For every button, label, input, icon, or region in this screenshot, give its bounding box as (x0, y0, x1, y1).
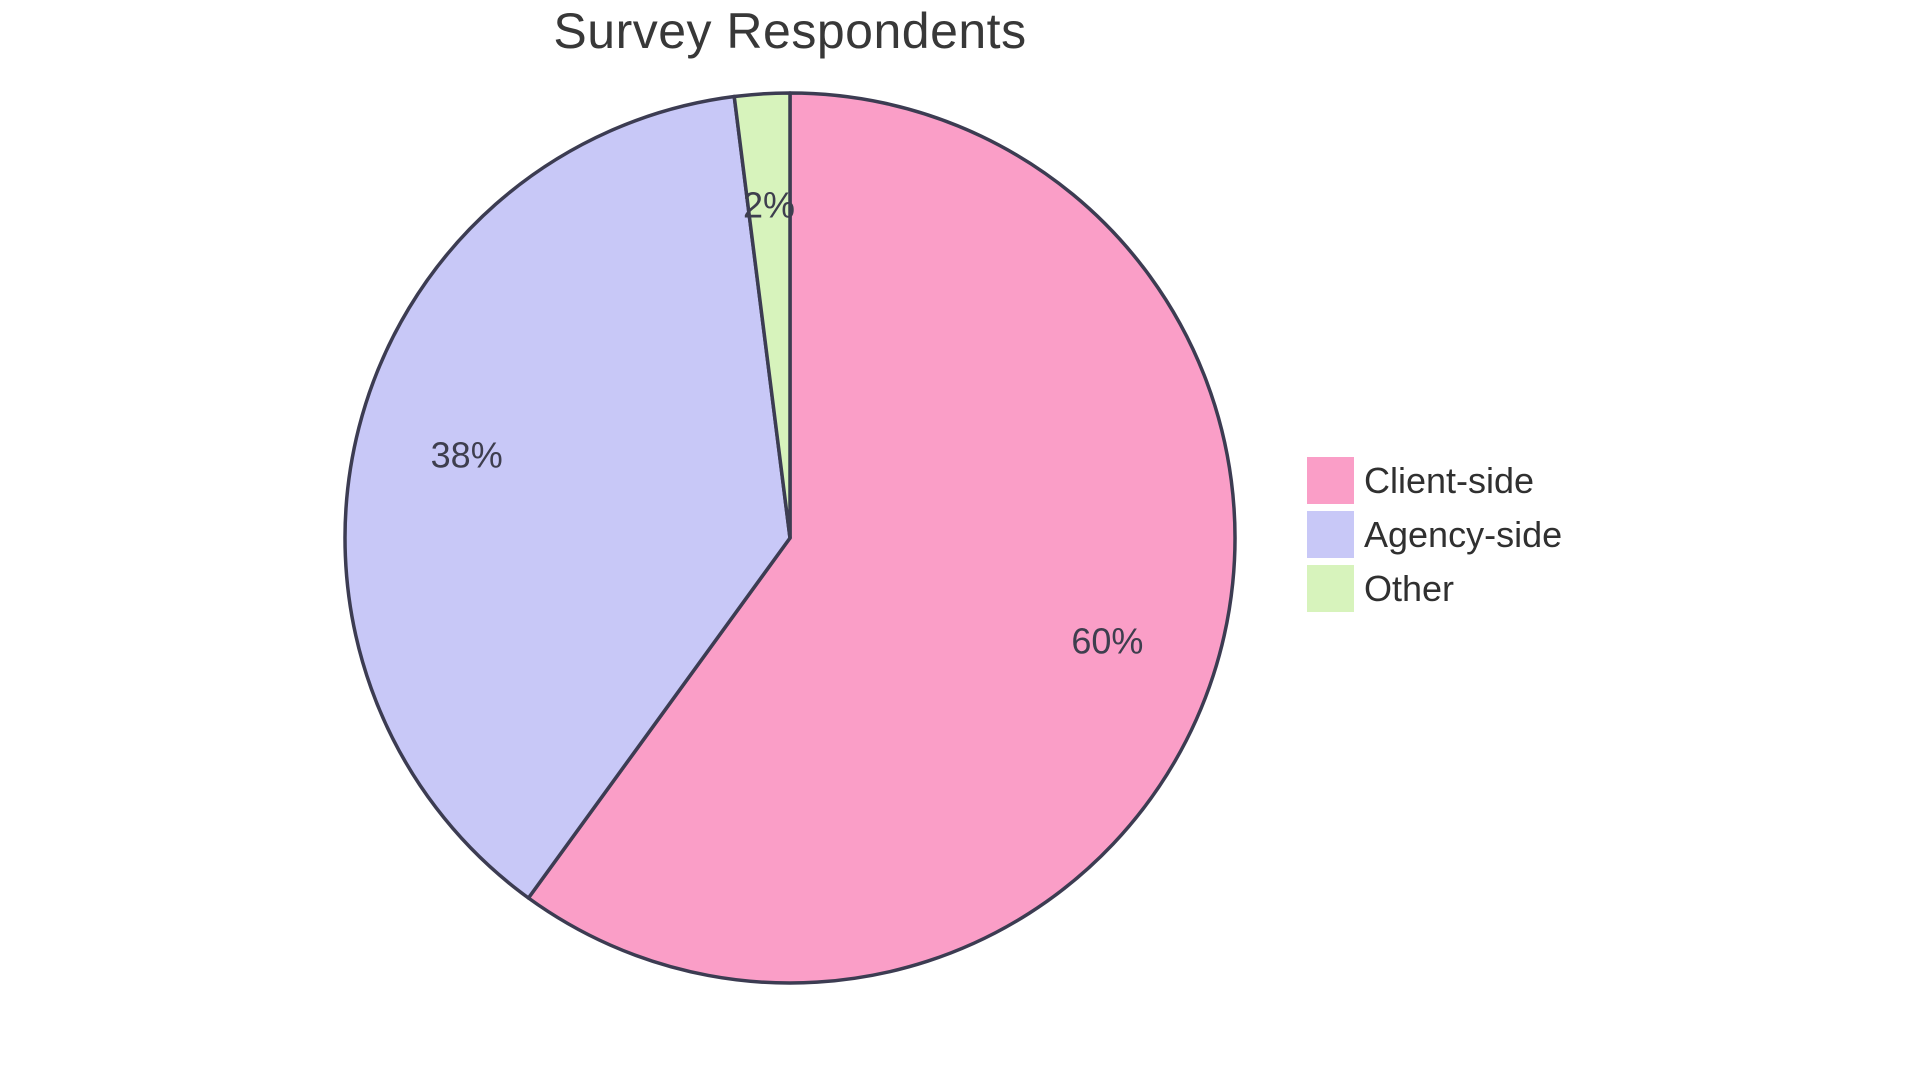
legend-label-other: Other (1364, 567, 1455, 609)
pie-slice-client-side[interactable] (526, 91, 1237, 985)
chart-legend: Client-side Agency-side Other (1307, 457, 1562, 619)
legend-swatch-other (1307, 565, 1354, 612)
legend-label-client-side: Client-side (1364, 459, 1535, 501)
chart-title: Survey Respondents (553, 3, 1027, 59)
slice-label-other: 2% (743, 184, 795, 225)
legend-item-agency-side[interactable]: Agency-side (1307, 511, 1562, 558)
legend-swatch-client-side (1307, 457, 1354, 504)
pie-slice-other[interactable] (732, 91, 792, 540)
slice-label-agency-side: 38% (431, 435, 503, 476)
legend-item-other[interactable]: Other (1307, 565, 1562, 612)
slice-label-client-side: 60% (1071, 621, 1143, 662)
pie-slice-agency-side[interactable] (343, 94, 792, 900)
legend-item-client-side[interactable]: Client-side (1307, 457, 1562, 504)
legend-label-agency-side: Agency-side (1364, 513, 1563, 555)
legend-swatch-agency-side (1307, 511, 1354, 558)
